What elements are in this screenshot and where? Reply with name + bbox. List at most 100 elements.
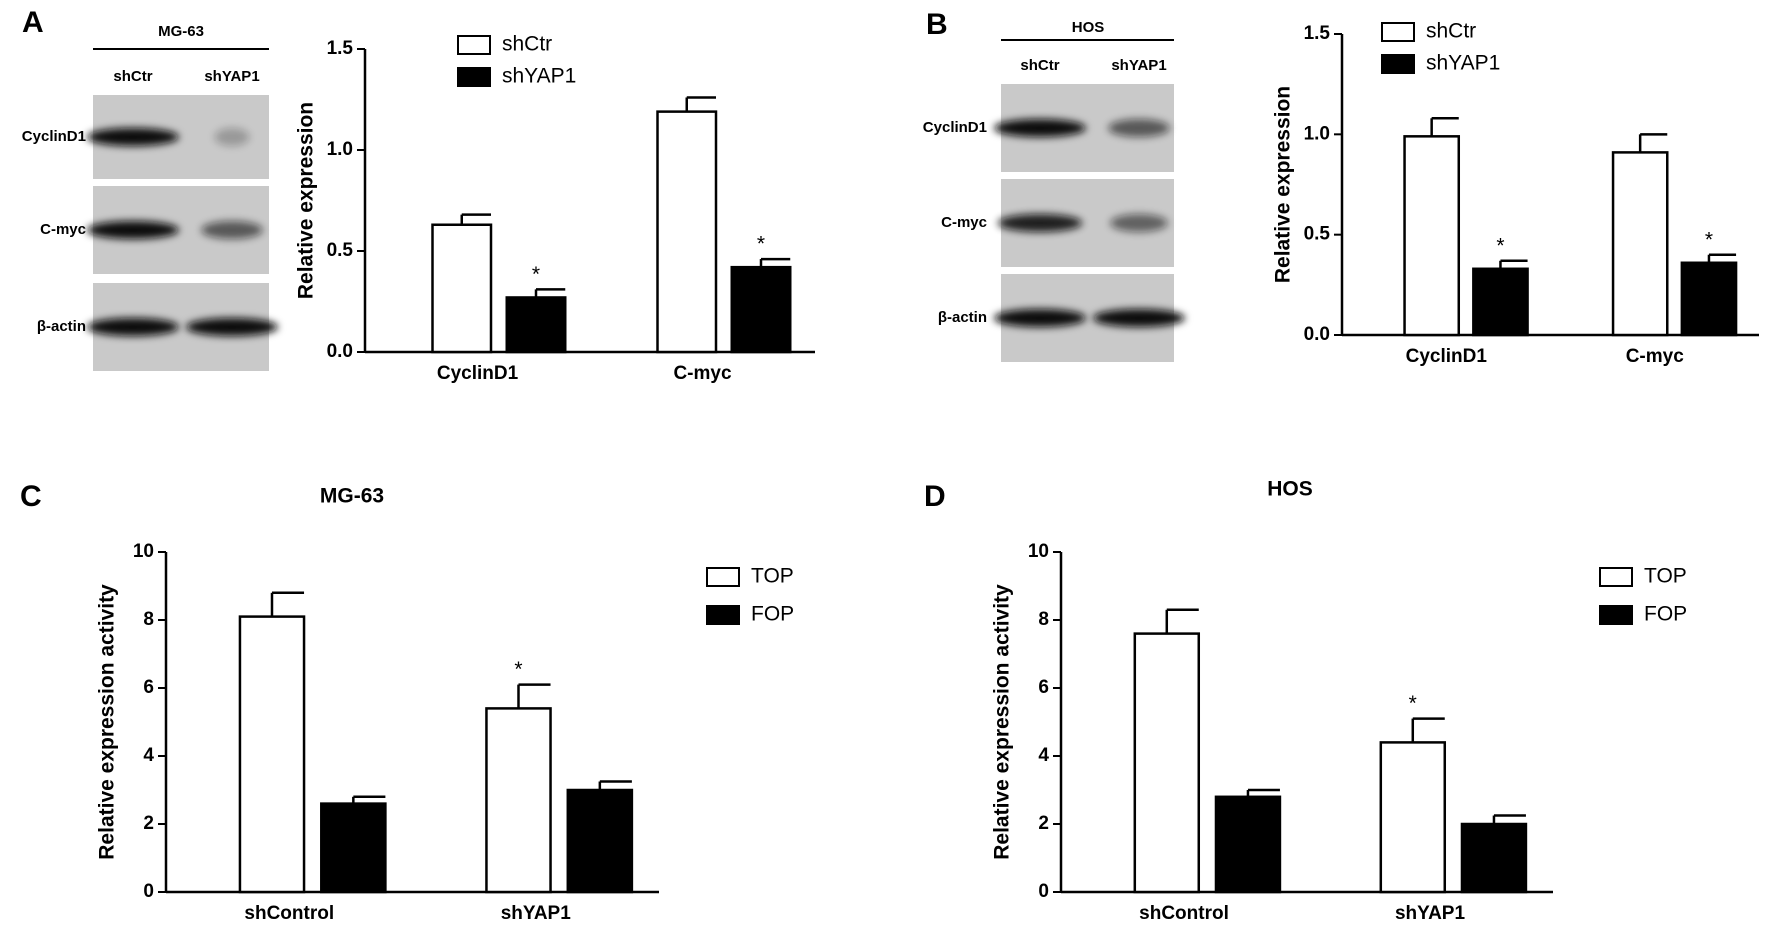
- y-tick-label: 2: [143, 813, 154, 834]
- x-tick-label: shYAP1: [501, 903, 571, 924]
- y-tick-label: 1.0: [1304, 123, 1330, 144]
- blot-band: [214, 128, 250, 146]
- x-tick-label: C-myc: [1626, 346, 1685, 367]
- x-tick-label: shYAP1: [1395, 903, 1465, 924]
- y-axis-title: Relative expression activity: [96, 584, 119, 860]
- x-tick-label: shControl: [244, 903, 334, 924]
- y-tick-label: 6: [1038, 677, 1049, 698]
- y-tick-label: 8: [143, 609, 154, 630]
- y-tick-label: 0.5: [1304, 224, 1331, 245]
- y-tick-label: 10: [1028, 541, 1049, 562]
- legend-swatch: [706, 605, 740, 625]
- bar: [1472, 267, 1529, 337]
- legend-swatch: [457, 67, 491, 87]
- blot-band: [87, 221, 179, 239]
- legend-label: shYAP1: [1426, 52, 1500, 75]
- y-tick-label: 4: [143, 745, 154, 766]
- x-tick-label: C-myc: [673, 363, 732, 384]
- blot-band: [87, 318, 179, 336]
- blot-band: [997, 214, 1083, 232]
- y-axis-title: Relative expression: [295, 102, 318, 299]
- significance-mark: *: [757, 233, 765, 256]
- lane-label: shCtr: [113, 68, 152, 85]
- chart-title: MG-63: [320, 485, 384, 508]
- bar: [730, 265, 792, 354]
- lane-label: shCtr: [1020, 57, 1059, 74]
- legend-swatch: [1599, 567, 1633, 587]
- bar: [238, 615, 306, 894]
- bar: [505, 296, 567, 354]
- y-axis-title: Relative expression: [1272, 86, 1295, 283]
- y-tick-label: 8: [1038, 609, 1049, 630]
- row-label: CyclinD1: [923, 119, 987, 136]
- blot-band: [1093, 309, 1185, 327]
- y-tick-label: 4: [1038, 745, 1049, 766]
- legend-swatch: [457, 35, 491, 55]
- x-tick-label: CyclinD1: [437, 363, 519, 384]
- legend-label: shYAP1: [502, 65, 576, 88]
- y-tick-label: 10: [133, 541, 154, 562]
- bar: [1611, 151, 1669, 337]
- row-label: C-myc: [941, 214, 987, 231]
- significance-mark: *: [1496, 234, 1504, 257]
- legend-label: TOP: [1644, 565, 1687, 588]
- blot-band: [201, 221, 263, 239]
- panel-label: C: [20, 480, 42, 513]
- blot-band: [994, 309, 1086, 327]
- bar: [1379, 741, 1447, 894]
- bar: [431, 223, 493, 354]
- legend-swatch: [706, 567, 740, 587]
- y-tick-label: 1.5: [327, 38, 354, 59]
- bar: [1214, 795, 1282, 894]
- blot-band: [186, 318, 278, 336]
- y-tick-label: 0.0: [1304, 324, 1330, 345]
- y-tick-label: 2: [1038, 813, 1049, 834]
- row-label: β-actin: [37, 318, 86, 335]
- blot-title: MG-63: [158, 23, 204, 40]
- lane-label: shYAP1: [204, 68, 259, 85]
- chart-title: HOS: [1267, 478, 1313, 501]
- blot-band: [994, 119, 1086, 137]
- y-axis-title: Relative expression activity: [991, 584, 1014, 860]
- row-label: CyclinD1: [22, 128, 86, 145]
- legend-swatch: [1381, 22, 1415, 42]
- bar: [320, 802, 387, 894]
- legend-label: shCtr: [1426, 20, 1476, 43]
- x-tick-label: CyclinD1: [1406, 346, 1488, 367]
- row-label: C-myc: [40, 221, 86, 238]
- y-tick-label: 0: [1038, 881, 1049, 902]
- significance-mark: *: [532, 263, 540, 286]
- y-tick-label: 6: [143, 677, 154, 698]
- bar: [1403, 135, 1461, 337]
- legend-label: shCtr: [502, 33, 552, 56]
- y-tick-label: 0.0: [327, 341, 353, 362]
- legend-swatch: [1599, 605, 1633, 625]
- significance-mark: *: [1705, 228, 1713, 251]
- y-tick-label: 0: [143, 881, 154, 902]
- bar: [485, 707, 552, 894]
- bar: [566, 788, 634, 894]
- y-tick-label: 1.5: [1304, 23, 1331, 44]
- blot-band: [87, 128, 179, 146]
- y-tick-label: 0.5: [327, 240, 354, 261]
- row-label: β-actin: [938, 309, 987, 326]
- blot-title: HOS: [1072, 19, 1105, 36]
- bar: [656, 110, 718, 354]
- panel-label: B: [926, 8, 948, 41]
- legend-label: FOP: [751, 603, 794, 626]
- legend-label: FOP: [1644, 603, 1687, 626]
- legend-label: TOP: [751, 565, 794, 588]
- blot-band: [1110, 214, 1168, 232]
- significance-mark: *: [514, 658, 522, 681]
- panel-label: D: [924, 480, 946, 513]
- bar: [1460, 822, 1528, 894]
- lane-label: shYAP1: [1111, 57, 1166, 74]
- bar: [1680, 261, 1738, 337]
- legend-swatch: [1381, 54, 1415, 74]
- x-tick-label: shControl: [1139, 903, 1229, 924]
- blot-band: [1108, 119, 1170, 137]
- y-tick-label: 1.0: [327, 139, 353, 160]
- significance-mark: *: [1409, 692, 1417, 715]
- bar: [1133, 632, 1201, 894]
